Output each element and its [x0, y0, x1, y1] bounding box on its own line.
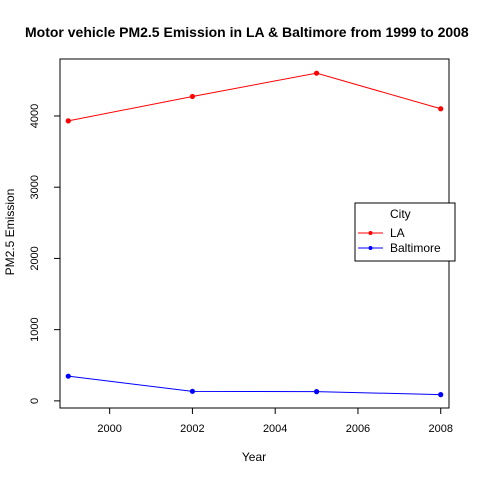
y-tick-label: 0 — [29, 398, 41, 404]
data-point-la — [313, 70, 320, 76]
x-tick-label: 2002 — [180, 423, 204, 435]
data-point-baltimore — [313, 389, 320, 395]
legend-marker-la — [368, 231, 373, 235]
data-point-baltimore — [438, 392, 444, 398]
series-layer — [65, 70, 444, 398]
legend-marker-baltimore — [368, 246, 373, 250]
y-tick-label: 2000 — [29, 246, 41, 270]
y-axis-label: PM2.5 Emission — [3, 189, 17, 276]
data-point-la — [438, 106, 444, 112]
x-axis: 2000 2002 2004 2006 2008 — [97, 407, 453, 435]
y-tick-label: 1000 — [29, 317, 41, 341]
legend-label-la: LA — [390, 226, 405, 240]
series-line-la — [68, 72, 441, 122]
legend-title: City — [390, 207, 411, 221]
data-point-la — [189, 93, 196, 100]
data-point-baltimore — [189, 388, 196, 394]
x-tick-label: 2008 — [428, 423, 452, 435]
data-point-baltimore — [65, 373, 71, 379]
y-tick-label: 3000 — [29, 175, 41, 199]
x-axis-label: Year — [242, 450, 266, 464]
legend-label-baltimore: Baltimore — [390, 241, 441, 255]
data-point-la — [65, 118, 71, 124]
x-tick-label: 2000 — [97, 423, 121, 435]
y-tick-label: 4000 — [29, 104, 41, 128]
series-line-baltimore — [68, 375, 441, 396]
x-tick-label: 2004 — [263, 423, 287, 435]
y-axis: 0 1000 2000 3000 4000 — [29, 104, 61, 404]
x-tick-label: 2006 — [346, 423, 370, 435]
chart-title: Motor vehicle PM2.5 Emission in LA & Bal… — [25, 24, 469, 40]
